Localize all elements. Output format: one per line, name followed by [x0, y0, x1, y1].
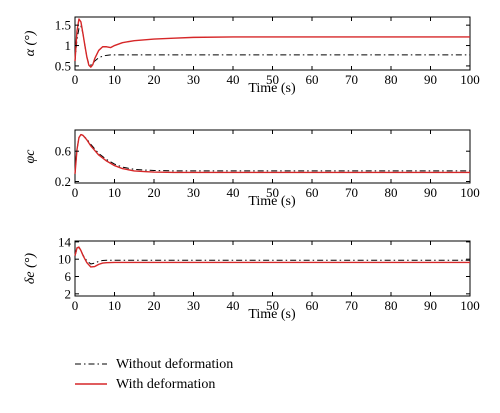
x-axis-label: Time (s): [248, 194, 296, 209]
x-tick-label: 40: [227, 298, 240, 313]
y-axis-label: α (°): [23, 30, 38, 56]
x-tick-label: 10: [108, 298, 121, 313]
tick-group: 0 10 20 30 40 50 60 70 80 90 100 2 6 10 14: [58, 234, 480, 313]
legend: Without deformation With deformation: [75, 357, 233, 392]
x-tick-label: 0: [72, 298, 79, 313]
series-line-with-deformation: [74, 246, 470, 268]
x-tick-label: 100: [460, 298, 480, 313]
x-tick-label: 70: [345, 185, 358, 200]
y-tick-label: 0.6: [55, 144, 72, 159]
x-tick-label: 30: [187, 185, 200, 200]
series-line-with-deformation: [74, 133, 470, 174]
plot-frame: [74, 240, 471, 297]
x-tick-label: 50: [266, 72, 279, 87]
x-tick-label: 30: [187, 298, 200, 313]
series-group: [74, 18, 470, 68]
y-tick-label: 14: [58, 234, 72, 249]
x-tick-label: 50: [266, 185, 279, 200]
panel-alpha: 0 10 20 30 40 50 60 70 80 90 100 0.5 1 1.5 Time (s) α…: [23, 16, 480, 96]
x-tick-label: 0: [72, 185, 79, 200]
legend-label-with-deformation: With deformation: [116, 377, 215, 392]
x-tick-label: 80: [385, 298, 398, 313]
x-tick-label: 60: [306, 72, 319, 87]
x-tick-label: 80: [385, 72, 398, 87]
y-axis-label: δe (°): [23, 253, 38, 284]
series-line-without-deformation: [74, 247, 470, 265]
series-line-without-deformation: [74, 134, 470, 174]
y-tick-label: 0.5: [55, 58, 71, 73]
x-tick-label: 60: [306, 298, 319, 313]
y-tick-label: 6: [65, 269, 72, 284]
x-tick-label: 70: [345, 298, 358, 313]
plot-frame: [74, 129, 471, 184]
x-tick-label: 100: [460, 72, 480, 87]
series-group: [74, 246, 470, 268]
x-tick-label: 20: [148, 185, 161, 200]
y-tick-label: 10: [58, 252, 71, 267]
x-tick-label: 50: [266, 298, 279, 313]
x-tick-label: 40: [227, 72, 240, 87]
x-tick-label: 70: [345, 72, 358, 87]
x-tick-label: 20: [148, 72, 161, 87]
x-tick-label: 90: [424, 185, 437, 200]
x-tick-label: 80: [385, 185, 398, 200]
panel-phi: 0 10 20 30 40 50 60 70 80 90 100 0.2 0.6 Time (s) φc: [23, 129, 480, 209]
x-tick-label: 10: [108, 72, 121, 87]
x-axis-label: Time (s): [248, 81, 296, 96]
x-tick-label: 60: [306, 185, 319, 200]
x-tick-label: 10: [108, 185, 121, 200]
x-tick-label: 20: [148, 298, 161, 313]
legend-label-without-deformation: Without deformation: [116, 357, 233, 372]
y-axis-label: φc: [23, 149, 38, 164]
x-tick-label: 90: [424, 72, 437, 87]
plot-frame: [74, 16, 471, 71]
x-tick-label: 40: [227, 185, 240, 200]
y-tick-label: 2: [65, 286, 72, 301]
series-line-with-deformation: [74, 18, 470, 68]
tick-group: 0 10 20 30 40 50 60 70 80 90 100 0.5 1 1.5: [55, 17, 480, 87]
x-tick-label: 90: [424, 298, 437, 313]
y-tick-label: 1: [65, 38, 72, 53]
y-tick-label: 0.2: [55, 174, 71, 189]
tick-group: 0 10 20 30 40 50 60 70 80 90 100 0.2 0.6: [55, 130, 480, 200]
series-line-without-deformation: [74, 25, 470, 66]
series-group: [74, 133, 470, 174]
x-tick-label: 30: [187, 72, 200, 87]
panel-delta: 0 10 20 30 40 50 60 70 80 90 100 2 6 10 14 Time (s) δe…: [23, 234, 480, 322]
x-tick-label: 0: [72, 72, 79, 87]
x-axis-label: Time (s): [248, 307, 296, 322]
y-tick-label: 1.5: [55, 18, 71, 33]
x-tick-label: 100: [460, 185, 480, 200]
